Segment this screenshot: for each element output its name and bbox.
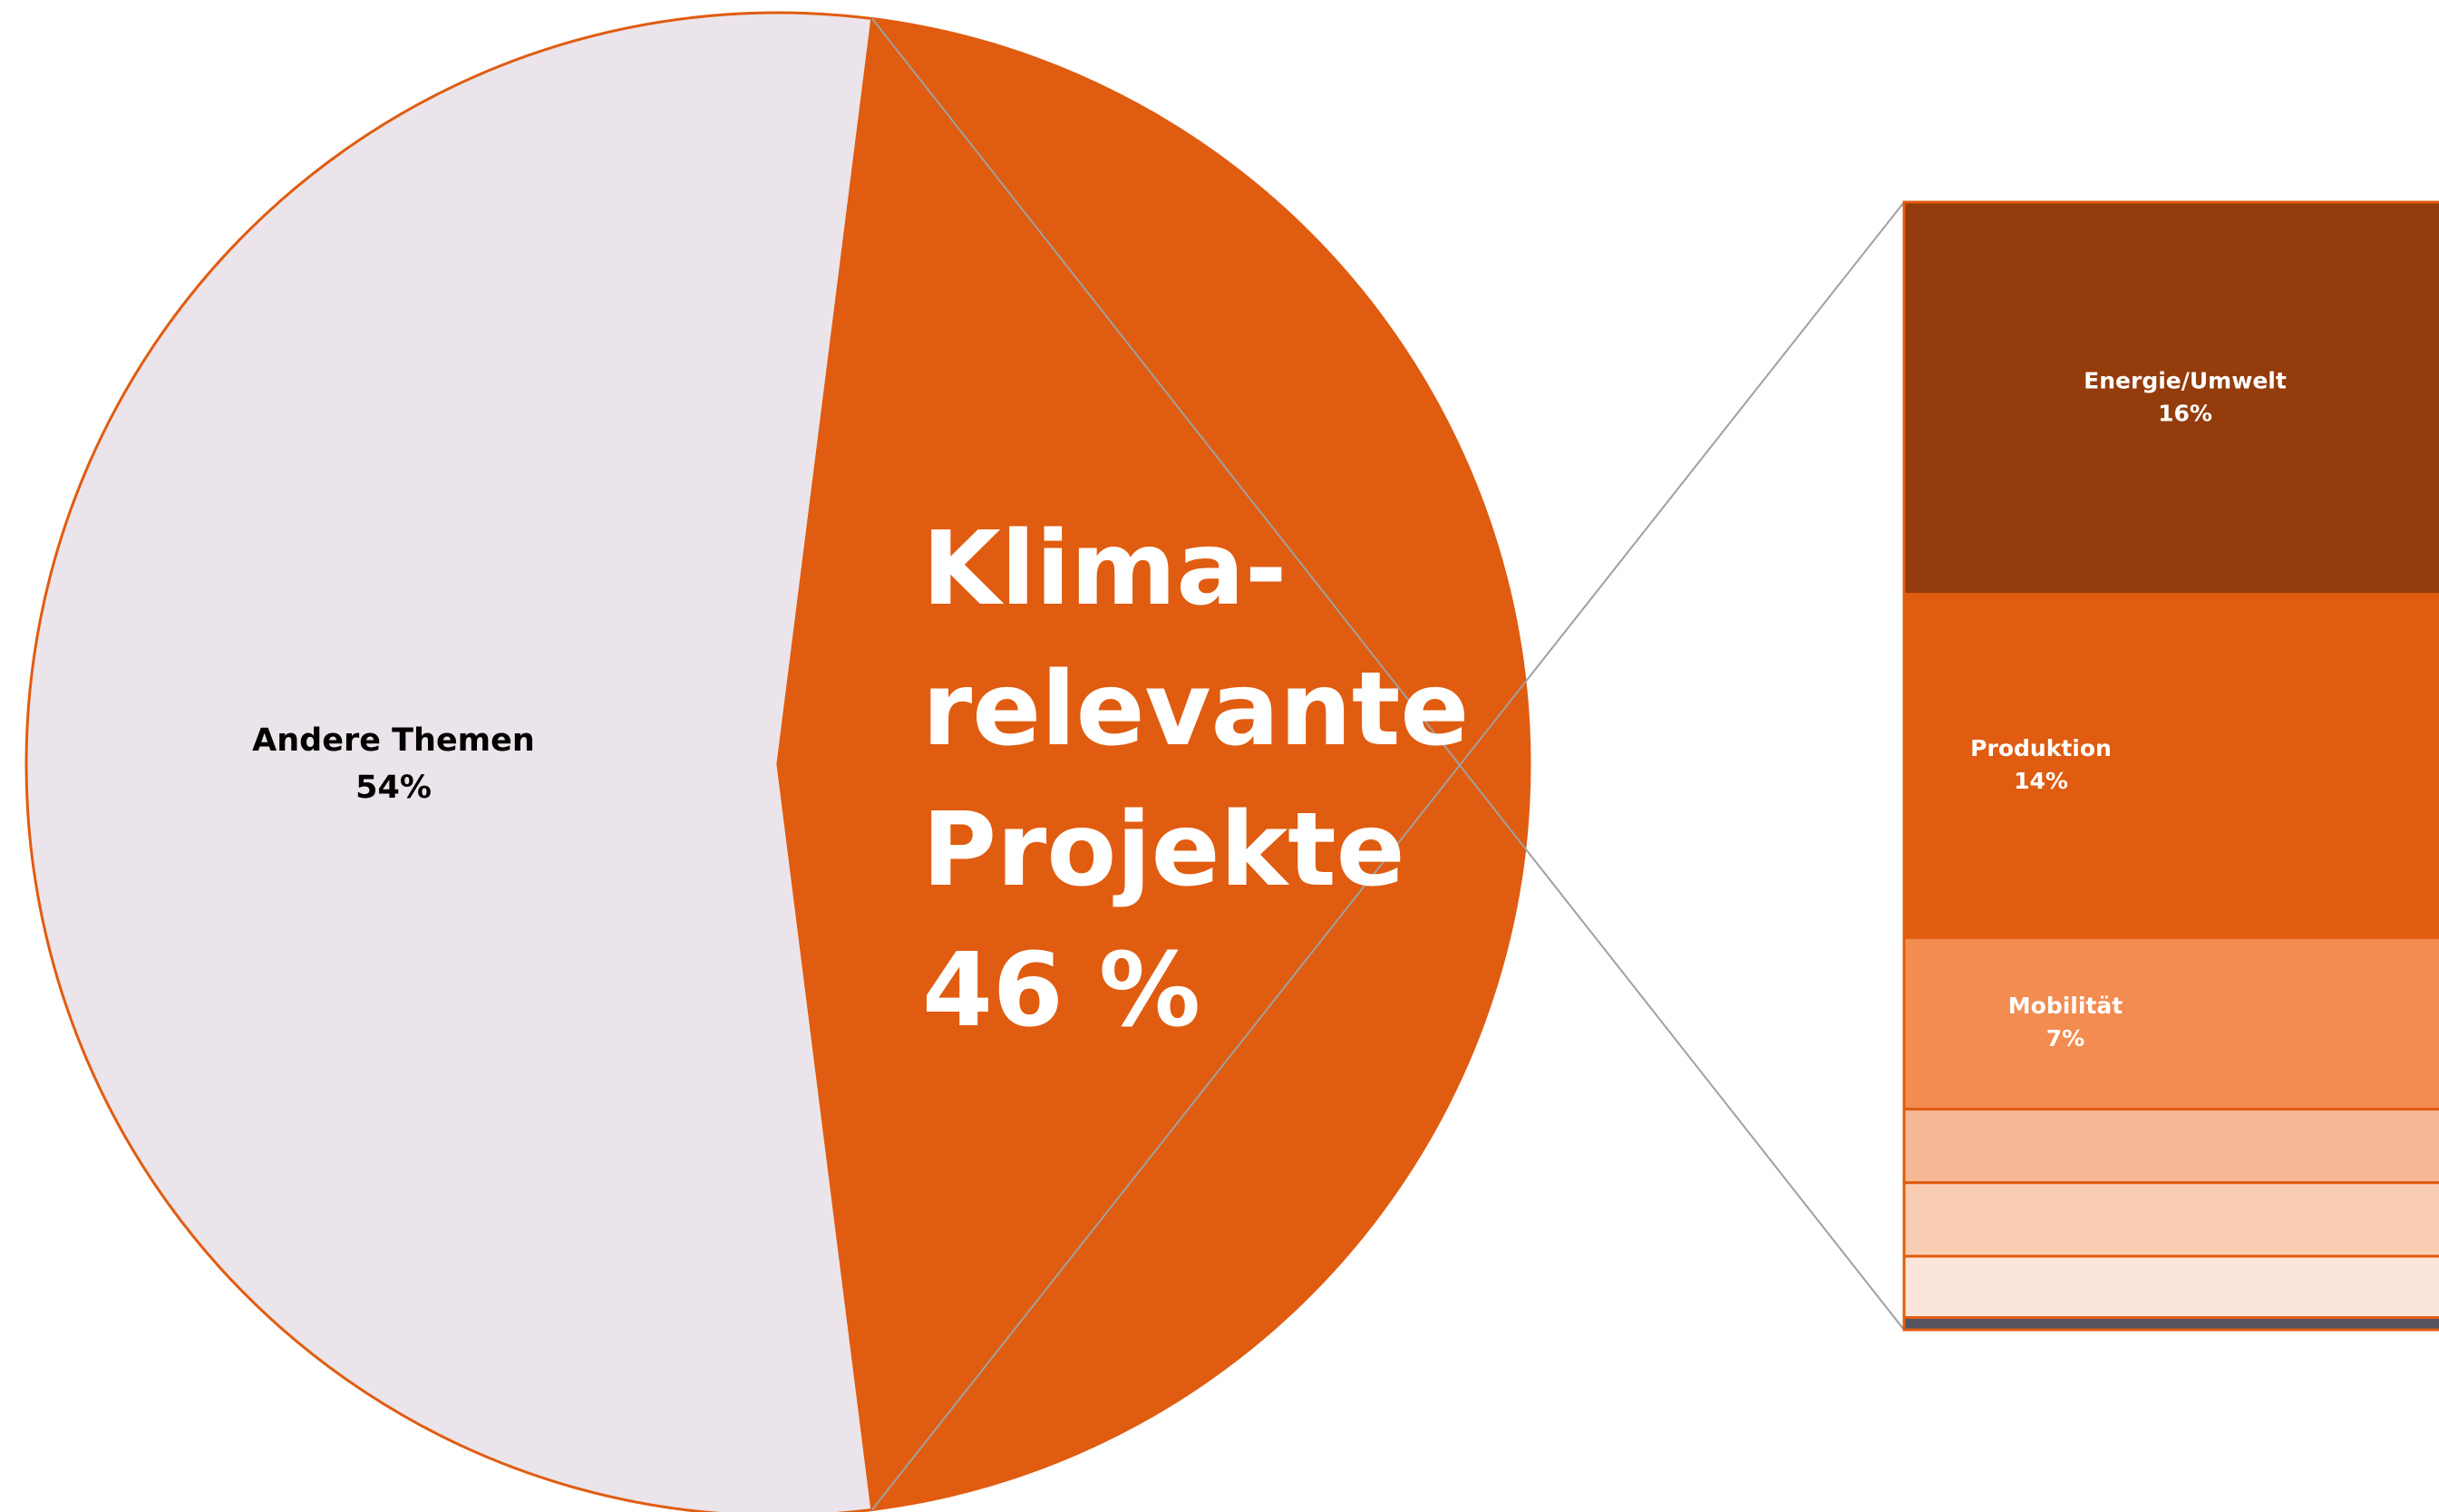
segment-value: 14% [2014, 768, 2068, 794]
bar-segment [1902, 593, 2439, 939]
pie-slice [776, 16, 1531, 1512]
label-line: relevante [922, 651, 1469, 769]
label-line: Projekte [922, 791, 1405, 909]
bar-segment [1902, 1255, 2439, 1319]
segment-value: 7% [2046, 1025, 2084, 1052]
slice-value: 54% [355, 770, 432, 806]
bar-segment [1902, 200, 2439, 596]
pie-slice [24, 11, 874, 1512]
slice-label: Andere Themen [252, 722, 535, 759]
bar-segment [1902, 935, 2439, 1111]
bar-segment [1902, 1108, 2439, 1185]
slice-label: Klima-relevante Projekte [922, 510, 1469, 909]
segment-label: Produktion [1970, 735, 2112, 761]
slice-value: 46 % [922, 932, 1200, 1050]
segment-label: Mobilität [2008, 993, 2123, 1019]
label-line: Klima- [922, 510, 1287, 628]
segment-label: Energie/Umwelt [2084, 367, 2287, 393]
segment-value: 16% [2158, 400, 2212, 426]
connector-line [871, 201, 1905, 1511]
bar-segment [1902, 1315, 2439, 1332]
bar-segment [1902, 1181, 2439, 1258]
connector-line [871, 17, 1905, 1331]
